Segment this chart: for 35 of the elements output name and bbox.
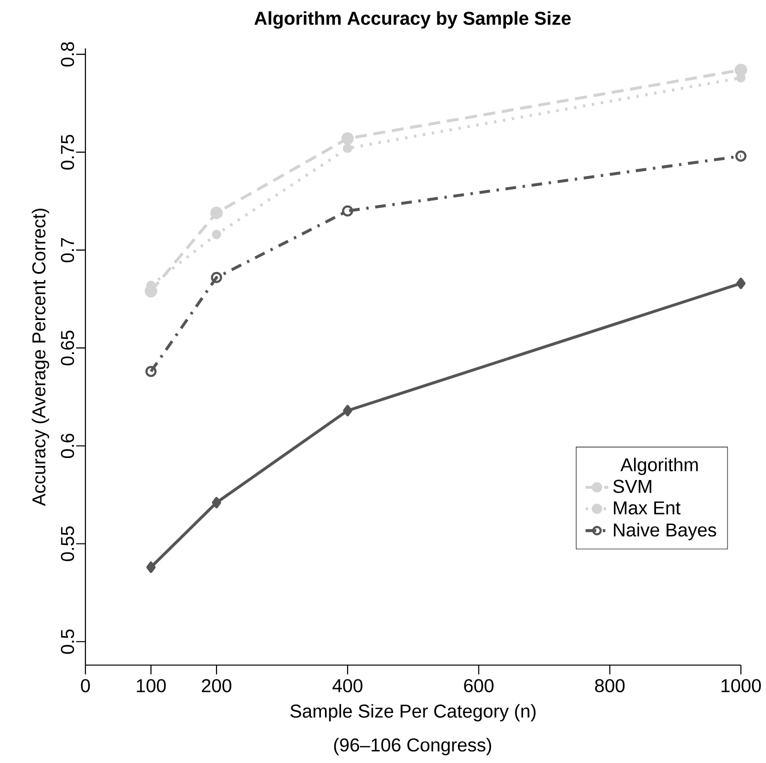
point [341, 132, 354, 145]
y-tick-label: 0.6 [60, 434, 74, 458]
y-axis-title: Accuracy (Average Percent Correct) [32, 208, 50, 506]
y-tick-label: 0.65 [60, 330, 74, 366]
legend-label: Naive Bayes [614, 523, 716, 540]
x-axis-title: Sample Size Per Category (n) [290, 704, 536, 722]
point [212, 230, 222, 240]
legend-title: Algorithm [620, 458, 698, 476]
y-tick-label: 0.5 [60, 630, 74, 654]
point [210, 272, 222, 284]
point [210, 206, 223, 220]
point [146, 562, 156, 574]
legend-label: SVM [613, 480, 652, 494]
y-tick-label: 0.7 [60, 238, 74, 263]
x-tick-label: 200 [202, 679, 232, 693]
x-tick-label: 600 [464, 679, 494, 693]
point [212, 497, 222, 509]
point [342, 405, 352, 417]
text: (96–106 Congress) [334, 738, 492, 756]
legend-label: Max Ent [614, 502, 681, 515]
chart-title: Algorithm Accuracy by Sample Size [254, 11, 571, 29]
x-tick-label: 800 [595, 679, 625, 693]
y-tick-label: 0.8 [60, 42, 74, 67]
y-tick-label: 0.75 [60, 135, 74, 170]
point [145, 366, 157, 378]
point [735, 150, 746, 162]
x-tick-label: 400 [332, 679, 362, 693]
x-tick-label: 1000 [722, 679, 761, 693]
x-tick-label: 0 [80, 679, 90, 693]
x-tick-label: 100 [136, 679, 166, 693]
y-tick-label: 0.55 [60, 526, 74, 562]
point [736, 278, 746, 290]
point [342, 144, 352, 154]
point [342, 206, 354, 217]
point [734, 64, 748, 76]
